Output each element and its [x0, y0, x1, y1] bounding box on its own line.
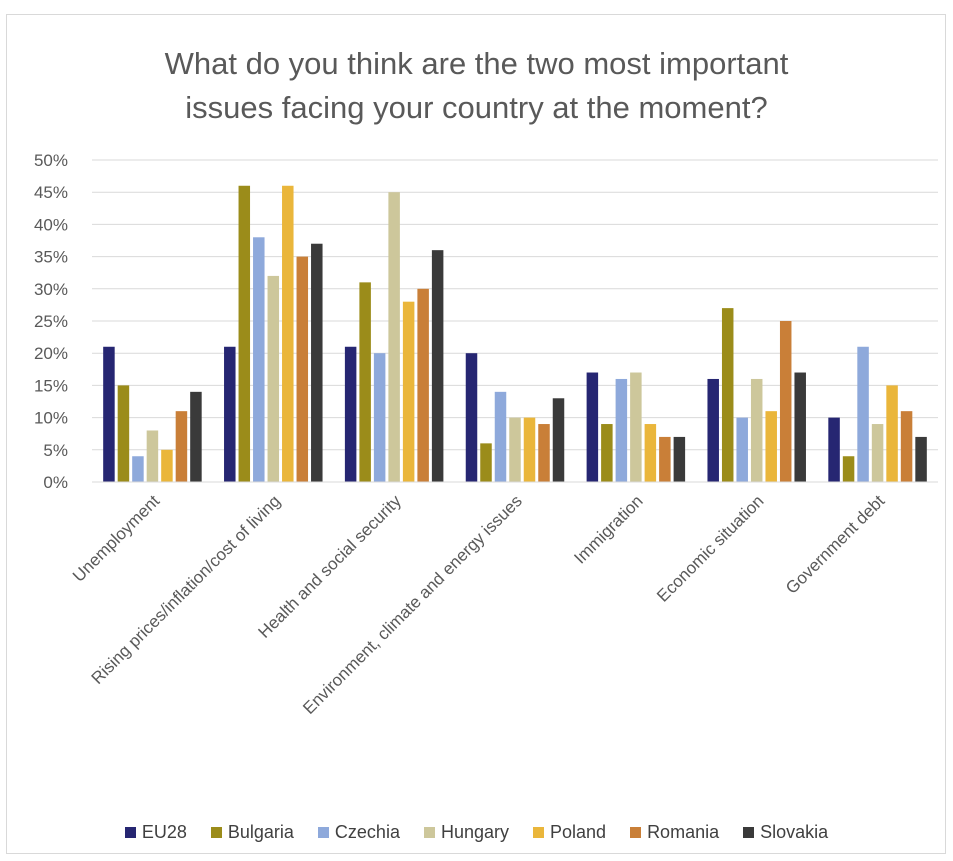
bar [417, 288, 429, 482]
bar [267, 275, 280, 482]
legend-label: Poland [550, 821, 607, 842]
bar [644, 424, 657, 482]
y-tick-label: 10% [34, 409, 68, 428]
bar [388, 192, 400, 482]
bar [552, 398, 565, 482]
legend-swatch [210, 826, 222, 838]
chart-title-line-1: What do you think are the two most impor… [164, 46, 789, 81]
legend-swatch [124, 826, 136, 838]
bar [494, 391, 507, 482]
bar [601, 424, 613, 482]
x-tick-label: Immigration [570, 491, 646, 567]
legend-item: Romania [630, 822, 719, 843]
bar [132, 456, 144, 482]
bar [630, 372, 642, 482]
legend-label: Czechia [334, 821, 400, 842]
x-tick-label: Economic situation [653, 491, 767, 605]
legend-swatch [743, 826, 755, 838]
legend-label: Hungary [440, 821, 509, 842]
bar [344, 346, 357, 482]
legend-swatch [423, 826, 435, 838]
y-tick-label: 40% [34, 215, 68, 234]
y-tick-label: 30% [34, 280, 68, 299]
bar [915, 436, 927, 482]
legend-label: EU28 [141, 821, 187, 842]
bar [765, 411, 777, 482]
chart-title: What do you think are the two most impor… [0, 42, 953, 130]
x-tick-label: Environment, climate and energy issues [299, 491, 526, 718]
bar [586, 372, 599, 482]
bar [296, 256, 309, 482]
y-tick-label: 0% [43, 473, 68, 492]
bar [224, 346, 236, 482]
y-tick-label: 25% [34, 312, 68, 331]
bar [103, 346, 115, 482]
bar [842, 456, 855, 482]
bar [721, 308, 734, 482]
bar [117, 385, 130, 482]
x-tick-label: Health and social security [255, 491, 406, 642]
bar [190, 391, 202, 482]
bar [615, 378, 628, 482]
y-tick-label: 35% [34, 248, 68, 267]
legend-swatch [630, 826, 642, 838]
legend-item: Poland [533, 822, 606, 843]
legend-swatch [317, 826, 329, 838]
bar [282, 185, 294, 482]
bar [509, 417, 521, 482]
x-tick-label: Unemployment [69, 491, 163, 585]
bar [794, 372, 806, 482]
y-tick-label: 20% [34, 344, 68, 363]
legend: EU28 Bulgaria Czechia Hungary Poland Romania S… [0, 818, 953, 846]
x-tick-label: Rising prices/inflation/cost of living [88, 491, 285, 688]
y-tick-label: 45% [34, 183, 68, 202]
bar [538, 424, 550, 482]
bar [659, 436, 671, 482]
bar [736, 417, 748, 482]
bar [146, 430, 159, 482]
legend-label: Slovakia [760, 821, 829, 842]
legend-swatch [533, 826, 544, 838]
chart-title-line-2: issues facing your country at the moment… [185, 90, 768, 125]
bar [253, 237, 265, 482]
bar [750, 378, 763, 482]
bar [359, 282, 371, 482]
legend-label: Bulgaria [227, 821, 294, 842]
bar [480, 443, 492, 482]
bar [857, 346, 869, 482]
bar [707, 378, 719, 482]
legend-item: EU28 [124, 821, 187, 843]
bar [161, 449, 173, 482]
bar [886, 385, 898, 482]
y-tick-label: 50% [34, 151, 68, 170]
legend-item: Bulgaria [210, 821, 294, 843]
legend-item: Hungary [423, 821, 509, 843]
bar [373, 353, 386, 482]
bar [828, 417, 840, 482]
legend-label: Romania [647, 821, 720, 842]
bar [431, 250, 444, 482]
y-tick-label: 15% [34, 376, 68, 395]
bar [311, 243, 323, 482]
bar [175, 411, 188, 482]
legend-item: Czechia [317, 821, 400, 843]
bar [900, 411, 913, 482]
bar [402, 301, 415, 482]
legend-item: Slovakia [743, 822, 828, 843]
x-tick-label: Government debt [782, 491, 889, 598]
bar [523, 417, 536, 482]
bar [779, 321, 792, 482]
bar [238, 185, 251, 482]
bar [465, 353, 478, 482]
bar [871, 424, 884, 482]
y-tick-label: 5% [43, 441, 68, 460]
bar [673, 436, 686, 482]
